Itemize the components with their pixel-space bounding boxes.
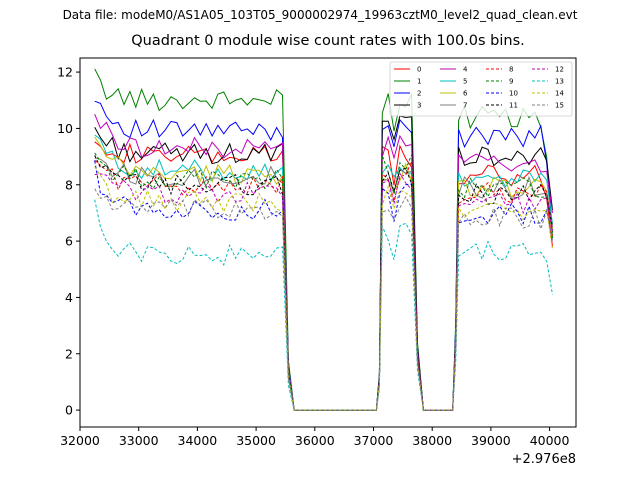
series-line-12 [94, 172, 553, 411]
x-tick-label: 37000 [354, 433, 394, 448]
legend-label-3: 3 [417, 102, 421, 110]
legend-box [389, 61, 573, 117]
legend-label-12: 12 [555, 66, 564, 74]
figure-suptitle: Data file: modeM0/AS1A05_103T05_90000029… [62, 8, 578, 22]
y-tick-label: 2 [65, 346, 73, 361]
legend-label-15: 15 [555, 102, 564, 110]
legend-label-14: 14 [555, 90, 564, 98]
y-tick-label: 12 [57, 65, 73, 80]
y-tick-label: 4 [65, 290, 73, 305]
series-line-3 [94, 115, 553, 411]
x-tick-label: 33000 [119, 433, 159, 448]
legend-label-1: 1 [417, 78, 421, 86]
y-tick-label: 10 [57, 121, 73, 136]
series-line-11 [94, 155, 553, 411]
legend-label-10: 10 [509, 90, 518, 98]
legend-label-0: 0 [417, 66, 421, 74]
legend-label-9: 9 [509, 78, 513, 86]
x-tick-label: 32000 [60, 433, 100, 448]
series-line-14 [94, 166, 553, 411]
series-line-10 [94, 160, 553, 411]
series-line-4 [94, 114, 553, 411]
series-line-1 [94, 68, 553, 411]
legend-label-8: 8 [509, 66, 513, 74]
y-tick-label: 0 [65, 403, 73, 418]
series-line-9 [94, 152, 553, 411]
series-lines [94, 68, 553, 411]
x-tick-label: 39000 [471, 433, 511, 448]
y-tick-label: 8 [65, 177, 73, 192]
plot-area-frame [79, 57, 577, 428]
y-axis-ticks: 0 2 4 6 8 10 12 [57, 65, 80, 418]
legend-label-5: 5 [463, 78, 467, 86]
legend-label-2: 2 [417, 90, 421, 98]
legend-label-11: 11 [509, 102, 518, 110]
series-line-6 [94, 136, 553, 411]
x-tick-label: 35000 [236, 433, 276, 448]
x-tick-label: 36000 [295, 433, 335, 448]
series-line-15 [94, 188, 553, 411]
x-tick-label: 38000 [412, 433, 452, 448]
legend-label-7: 7 [463, 102, 467, 110]
y-tick-label: 6 [65, 234, 73, 249]
series-line-5 [94, 134, 553, 411]
legend-label-6: 6 [463, 90, 468, 98]
series-line-2 [94, 100, 553, 411]
x-axis-ticks: 32000 33000 34000 35000 36000 37000 38000 39000… [60, 427, 570, 448]
chart-title: Quadrant 0 module wise count rates with … [131, 33, 525, 49]
x-tick-label: 34000 [178, 433, 218, 448]
legend-label-4: 4 [463, 66, 468, 74]
series-line-13 [94, 199, 553, 411]
series-line-0 [94, 141, 553, 411]
x-tick-label: 40000 [530, 433, 570, 448]
legend-label-13: 13 [555, 78, 564, 86]
x-axis-offset-label: +2.976e8 [511, 452, 576, 467]
